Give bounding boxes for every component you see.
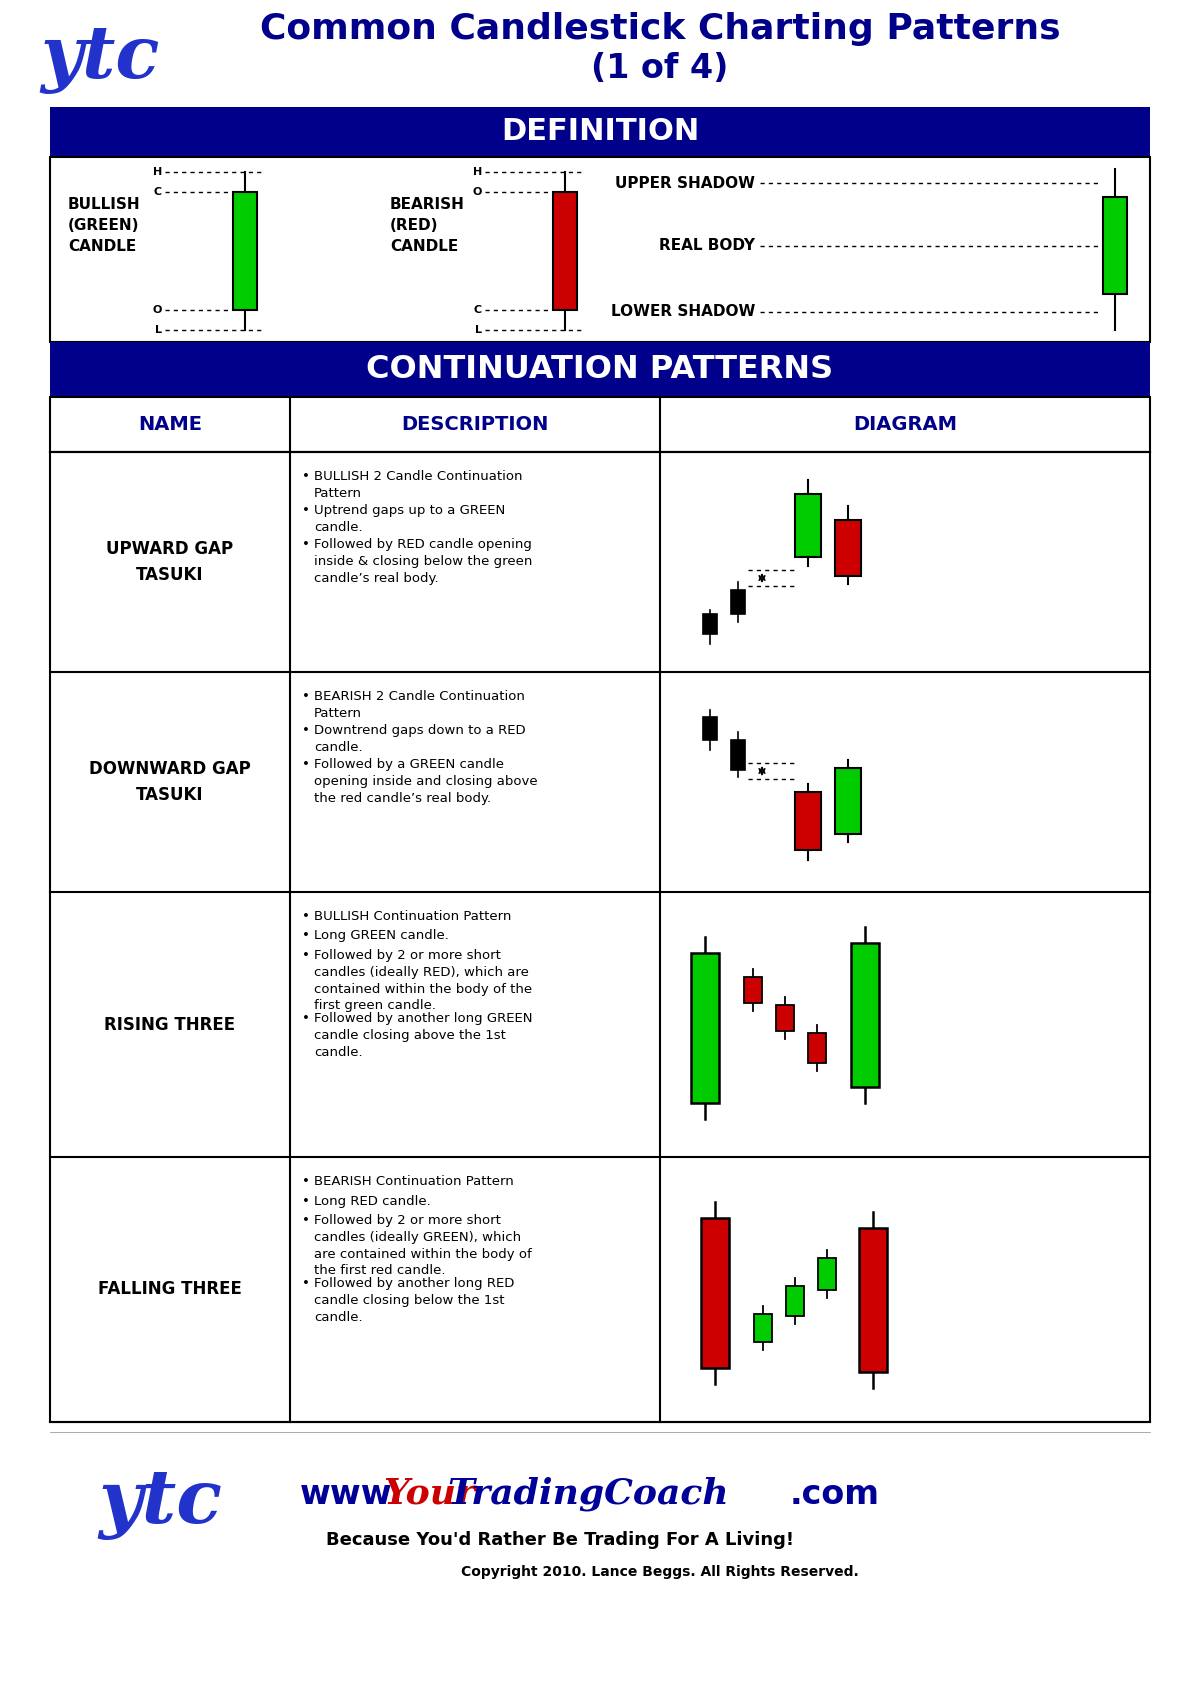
Bar (744, 976, 762, 1003)
Text: •: • (302, 910, 310, 923)
Text: Followed by a GREEN candle
opening inside and closing above
the red candle’s rea: Followed by a GREEN candle opening insid… (314, 759, 538, 804)
Text: Followed by another long GREEN
candle closing above the 1st
candle.: Followed by another long GREEN candle cl… (314, 1011, 533, 1059)
Bar (50, 107, 1150, 158)
Bar (796, 792, 821, 850)
Bar (796, 494, 821, 557)
Text: O: O (473, 187, 482, 197)
Text: C: C (154, 187, 162, 197)
Text: CONTINUATION PATTERNS: CONTINUATION PATTERNS (366, 355, 834, 385)
Text: www.: www. (300, 1478, 403, 1510)
Text: L: L (475, 326, 482, 334)
Bar (50, 451, 1150, 1422)
Text: Downtrend gaps down to a RED
candle.: Downtrend gaps down to a RED candle. (314, 725, 526, 753)
Text: DOWNWARD GAP
TASUKI: DOWNWARD GAP TASUKI (89, 760, 251, 803)
Bar (754, 1313, 772, 1342)
Bar (50, 343, 1150, 397)
Text: (1 of 4): (1 of 4) (592, 53, 728, 85)
Bar (851, 942, 878, 1086)
Bar (1103, 197, 1127, 294)
Text: Long RED candle.: Long RED candle. (314, 1195, 431, 1208)
Text: Followed by another long RED
candle closing below the 1st
candle.: Followed by another long RED candle clos… (314, 1278, 515, 1324)
Text: O: O (152, 305, 162, 316)
Text: DEFINITION: DEFINITION (500, 117, 700, 146)
Text: •: • (302, 949, 310, 962)
Bar (808, 1032, 826, 1062)
Text: •: • (302, 1195, 310, 1208)
Bar (859, 1227, 887, 1371)
Text: DESCRIPTION: DESCRIPTION (401, 416, 548, 434)
Text: •: • (302, 504, 310, 518)
Text: BULLISH
(GREEN)
CANDLE: BULLISH (GREEN) CANDLE (68, 197, 140, 255)
Bar (835, 769, 862, 833)
Text: H: H (473, 166, 482, 176)
Text: RISING THREE: RISING THREE (104, 1015, 235, 1033)
Text: Common Candlestick Charting Patterns: Common Candlestick Charting Patterns (259, 12, 1061, 46)
Text: BEARISH 2 Candle Continuation
Pattern: BEARISH 2 Candle Continuation Pattern (314, 691, 524, 720)
Bar (553, 192, 577, 311)
Text: .com: .com (790, 1478, 880, 1510)
Text: Long GREEN candle.: Long GREEN candle. (314, 930, 449, 942)
Text: LOWER SHADOW: LOWER SHADOW (611, 304, 755, 319)
Text: UPPER SHADOW: UPPER SHADOW (616, 175, 755, 190)
Bar (731, 591, 745, 614)
Text: •: • (302, 691, 310, 703)
Text: L: L (155, 326, 162, 334)
Text: NAME: NAME (138, 416, 202, 434)
Text: BEARISH Continuation Pattern: BEARISH Continuation Pattern (314, 1174, 514, 1188)
Text: •: • (302, 725, 310, 736)
Text: ytc: ytc (41, 24, 160, 95)
Bar (50, 158, 1150, 343)
Bar (776, 1005, 794, 1030)
Bar (50, 397, 1150, 451)
Text: UPWARD GAP
TASUKI: UPWARD GAP TASUKI (107, 541, 234, 584)
Text: FALLING THREE: FALLING THREE (98, 1281, 242, 1298)
Text: DIAGRAM: DIAGRAM (853, 416, 958, 434)
Text: •: • (302, 470, 310, 484)
Text: •: • (302, 1213, 310, 1227)
Text: REAL BODY: REAL BODY (659, 238, 755, 253)
Text: Followed by RED candle opening
inside & closing below the green
candle’s real bo: Followed by RED candle opening inside & … (314, 538, 533, 584)
Bar (731, 740, 745, 770)
Bar (835, 519, 862, 575)
Text: •: • (302, 1011, 310, 1025)
Text: C: C (474, 305, 482, 316)
Text: Because You'd Rather Be Trading For A Living!: Because You'd Rather Be Trading For A Li… (326, 1531, 794, 1549)
Text: BULLISH Continuation Pattern: BULLISH Continuation Pattern (314, 910, 511, 923)
Bar (786, 1286, 804, 1315)
Text: •: • (302, 930, 310, 942)
Text: BEARISH
(RED)
CANDLE: BEARISH (RED) CANDLE (390, 197, 464, 255)
Text: •: • (302, 538, 310, 552)
Text: Uptrend gaps up to a GREEN
candle.: Uptrend gaps up to a GREEN candle. (314, 504, 505, 535)
Text: Followed by 2 or more short
candles (ideally RED), which are
contained within th: Followed by 2 or more short candles (ide… (314, 949, 532, 1013)
Text: •: • (302, 759, 310, 770)
Text: H: H (152, 166, 162, 176)
Text: BULLISH 2 Candle Continuation
Pattern: BULLISH 2 Candle Continuation Pattern (314, 470, 522, 501)
Bar (703, 718, 718, 740)
Text: •: • (302, 1174, 310, 1188)
Text: Your: Your (383, 1476, 475, 1510)
Bar (701, 1217, 730, 1368)
Text: TradingCoach: TradingCoach (446, 1476, 728, 1512)
Bar (818, 1257, 836, 1290)
Text: ytc: ytc (98, 1468, 222, 1541)
Bar (691, 952, 719, 1103)
Text: Copyright 2010. Lance Beggs. All Rights Reserved.: Copyright 2010. Lance Beggs. All Rights … (461, 1565, 859, 1578)
Bar (233, 192, 257, 311)
Bar (703, 614, 718, 635)
Text: Followed by 2 or more short
candles (ideally GREEN), which
are contained within : Followed by 2 or more short candles (ide… (314, 1213, 532, 1278)
Text: •: • (302, 1278, 310, 1290)
